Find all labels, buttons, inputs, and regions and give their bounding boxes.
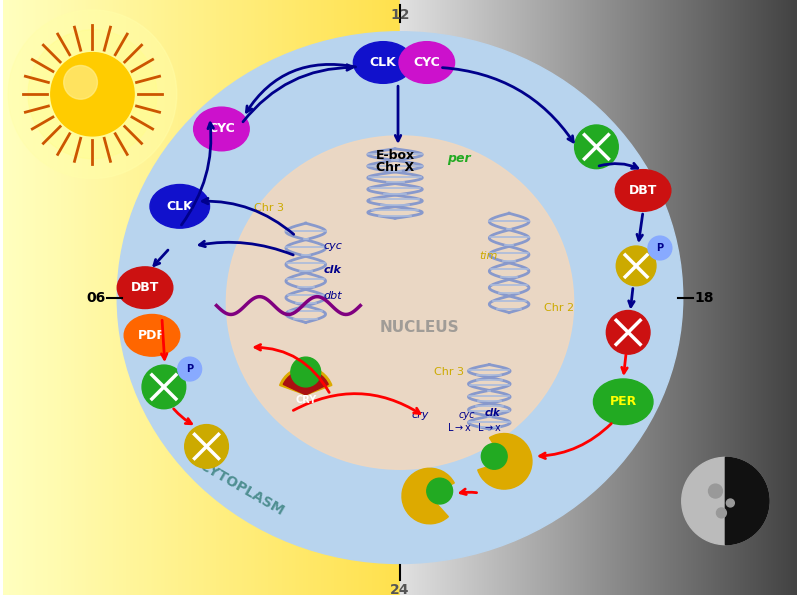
Circle shape <box>142 365 186 409</box>
Wedge shape <box>726 457 769 545</box>
Text: CYC: CYC <box>414 56 440 69</box>
Ellipse shape <box>615 170 671 211</box>
Text: CYTOPLASM: CYTOPLASM <box>197 458 286 518</box>
Ellipse shape <box>124 314 180 356</box>
Circle shape <box>574 125 618 169</box>
Text: CLK: CLK <box>166 200 193 213</box>
Text: PDF: PDF <box>138 329 166 342</box>
Text: NUCLEUS: NUCLEUS <box>380 320 460 335</box>
Text: cyc: cyc <box>324 241 342 251</box>
Circle shape <box>185 425 228 468</box>
Circle shape <box>717 508 726 518</box>
Text: cyc: cyc <box>458 410 474 419</box>
Text: CRY: CRY <box>295 395 316 405</box>
Circle shape <box>726 499 734 507</box>
Text: E-box: E-box <box>375 149 414 162</box>
Text: Chr X: Chr X <box>376 161 414 173</box>
Text: P: P <box>186 364 194 374</box>
Text: Chr 3: Chr 3 <box>434 367 465 377</box>
Ellipse shape <box>354 41 413 83</box>
Circle shape <box>291 357 321 387</box>
Wedge shape <box>478 434 532 489</box>
Circle shape <box>709 484 722 498</box>
Ellipse shape <box>118 32 682 563</box>
Circle shape <box>426 478 453 504</box>
Text: 18: 18 <box>694 290 714 305</box>
Text: clk: clk <box>324 265 342 275</box>
Text: cry: cry <box>411 410 429 419</box>
Circle shape <box>8 10 177 179</box>
Text: tim: tim <box>479 251 498 261</box>
Ellipse shape <box>118 267 173 308</box>
Wedge shape <box>280 367 332 395</box>
Circle shape <box>64 65 98 99</box>
Text: PER: PER <box>610 395 637 408</box>
Circle shape <box>682 457 769 545</box>
Text: L$\rightarrow$x: L$\rightarrow$x <box>477 421 502 433</box>
Ellipse shape <box>594 379 653 425</box>
Ellipse shape <box>150 185 210 228</box>
Text: L$\rightarrow$x: L$\rightarrow$x <box>447 421 472 433</box>
Text: 24: 24 <box>390 583 410 598</box>
Wedge shape <box>402 468 454 524</box>
Text: dbt: dbt <box>324 290 342 301</box>
Ellipse shape <box>194 107 250 151</box>
Text: CLK: CLK <box>370 56 397 69</box>
Ellipse shape <box>226 136 574 469</box>
Text: DBT: DBT <box>629 184 658 197</box>
Circle shape <box>28 30 157 159</box>
Ellipse shape <box>399 41 454 83</box>
Circle shape <box>482 443 507 469</box>
Text: clk: clk <box>485 407 500 418</box>
Text: Chr 3: Chr 3 <box>254 203 284 214</box>
Text: P: P <box>656 243 663 253</box>
Circle shape <box>648 236 672 260</box>
Circle shape <box>606 311 650 354</box>
Wedge shape <box>283 370 328 395</box>
Text: per: per <box>448 152 471 165</box>
Circle shape <box>616 246 656 286</box>
Circle shape <box>178 357 202 381</box>
Text: 12: 12 <box>390 8 410 22</box>
Circle shape <box>50 53 134 136</box>
Text: Chr 2: Chr 2 <box>544 302 574 313</box>
Text: 06: 06 <box>86 290 106 305</box>
Text: DBT: DBT <box>131 281 159 294</box>
Text: CYC: CYC <box>208 122 235 136</box>
